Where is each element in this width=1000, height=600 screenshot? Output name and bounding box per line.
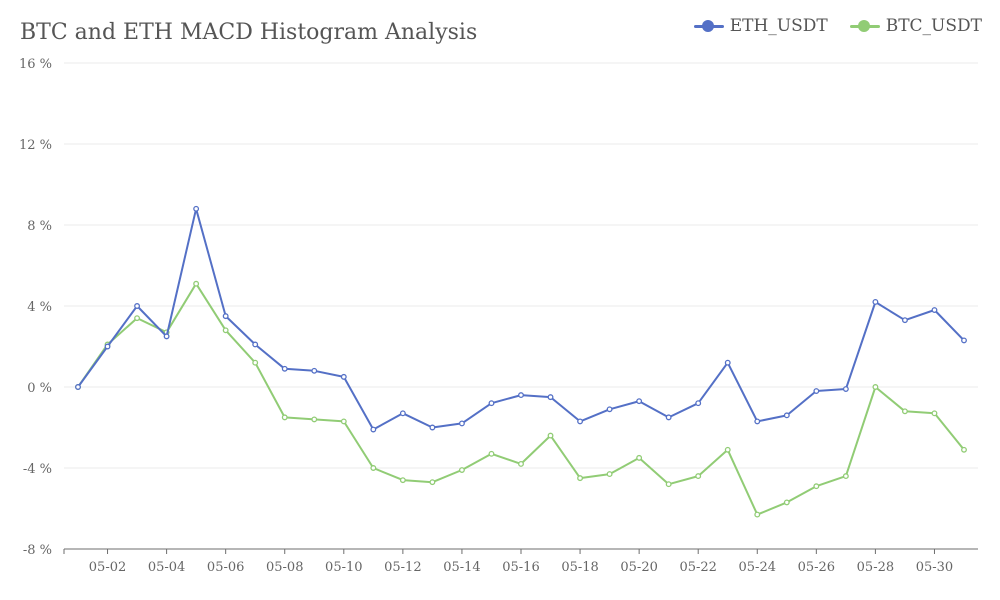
data-point: [163, 333, 170, 340]
data-point: [931, 307, 938, 313]
x-tick-label: 05-16: [502, 560, 539, 575]
legend-label-btc: BTC_USDT: [885, 16, 982, 36]
data-point: [193, 280, 200, 287]
data-point: [458, 467, 465, 473]
x-tick-label: 05-22: [679, 560, 716, 575]
data-point: [134, 315, 141, 322]
data-point: [340, 418, 347, 425]
data-point: [134, 303, 141, 309]
x-tick-label: 05-10: [325, 560, 362, 575]
data-point: [193, 205, 200, 212]
x-tick-label: 05-08: [266, 560, 303, 575]
data-point: [813, 483, 820, 490]
data-point: [281, 414, 288, 421]
x-tick-label: 05-20: [620, 560, 657, 575]
y-tick-label: -8 %: [23, 543, 52, 558]
data-point: [399, 477, 406, 484]
data-point: [606, 406, 613, 413]
y-tick-label: 8 %: [27, 219, 52, 234]
x-tick-label: 05-04: [148, 560, 185, 575]
data-point: [872, 384, 879, 390]
data-point: [429, 479, 436, 486]
legend-item-eth[interactable]: ETH_USDT: [693, 16, 828, 36]
data-point: [665, 414, 672, 421]
y-tick-label: 0 %: [27, 381, 52, 396]
legend-swatch-eth-icon: [693, 19, 724, 33]
data-point: [754, 418, 761, 425]
data-point: [370, 426, 377, 433]
data-point: [429, 424, 436, 431]
data-point: [281, 365, 288, 372]
series-line: [77, 282, 965, 516]
data-point: [813, 388, 820, 394]
y-tick-label: 16 %: [19, 57, 52, 72]
x-tick-label: 05-06: [207, 560, 244, 575]
x-tick-label: 05-24: [739, 560, 776, 575]
data-point: [783, 499, 790, 506]
data-point: [252, 341, 259, 348]
data-point: [518, 461, 524, 467]
data-point: [695, 473, 702, 480]
x-tick-label: 05-12: [384, 560, 421, 575]
data-point: [75, 384, 81, 390]
legend: ETH_USDT BTC_USDT: [693, 16, 982, 36]
legend-label-eth: ETH_USDT: [729, 16, 828, 36]
x-tick-label: 05-14: [443, 560, 480, 575]
data-point: [104, 343, 111, 350]
data-point: [518, 392, 524, 399]
data-point: [222, 313, 229, 320]
data-point: [901, 408, 908, 415]
data-point: [872, 299, 879, 305]
data-point: [252, 359, 259, 366]
y-tick-label: 4 %: [27, 300, 52, 315]
data-point: [577, 475, 584, 482]
data-point: [901, 317, 908, 324]
x-tick-label: 05-02: [89, 560, 126, 575]
data-point: [961, 337, 967, 344]
data-point: [695, 400, 702, 407]
data-point: [577, 418, 584, 425]
data-point: [931, 410, 938, 417]
data-point: [636, 398, 643, 405]
data-point: [311, 367, 318, 374]
x-tick-label: 05-30: [916, 560, 953, 575]
data-point: [458, 420, 465, 427]
data-point: [724, 446, 731, 453]
legend-item-btc[interactable]: BTC_USDT: [849, 16, 982, 36]
series-btc-usdt: [75, 280, 967, 518]
data-point: [961, 446, 967, 453]
data-point: [606, 471, 613, 478]
x-tick-label: 05-18: [561, 560, 598, 575]
data-point: [399, 410, 406, 417]
x-tick-label: 05-26: [798, 560, 835, 575]
data-point: [636, 454, 643, 461]
y-tick-label: 12 %: [19, 138, 52, 153]
data-point: [842, 386, 849, 392]
series-eth-usdt: [75, 205, 967, 433]
data-point: [488, 450, 495, 457]
data-point: [222, 327, 229, 334]
chart-title: BTC and ETH MACD Histogram Analysis: [20, 20, 478, 45]
y-tick-label: -4 %: [23, 462, 52, 477]
data-point: [842, 473, 849, 480]
legend-swatch-btc-icon: [849, 19, 880, 33]
x-tick-label: 05-28: [857, 560, 894, 575]
data-point: [783, 412, 790, 419]
data-point: [754, 511, 761, 518]
data-point: [547, 394, 554, 401]
data-point: [665, 481, 672, 488]
data-point: [340, 373, 347, 380]
data-point: [488, 400, 495, 407]
data-point: [547, 432, 554, 439]
data-point: [311, 416, 318, 423]
data-point: [724, 359, 731, 366]
data-point: [370, 465, 377, 471]
